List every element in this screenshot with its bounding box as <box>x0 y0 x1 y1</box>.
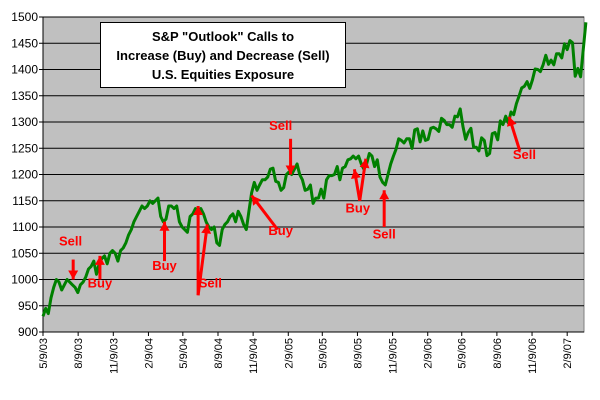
annotation-arrow-head <box>201 224 212 234</box>
x-tick-label: 11/9/06 <box>527 338 539 374</box>
x-tick-label: 5/9/06 <box>457 338 469 369</box>
annotation-label: Buy <box>268 223 293 238</box>
annotation-arrow-head <box>285 165 296 175</box>
chart-title-line-2: Increase (Buy) and Decrease (Sell) <box>116 48 330 63</box>
x-tick-label: 8/9/06 <box>492 338 504 369</box>
y-tick-label: 900 <box>18 325 38 339</box>
annotation-label: Sell <box>59 233 82 248</box>
x-tick-label: 2/9/04 <box>143 338 155 369</box>
y-tick-label: 1450 <box>11 36 38 50</box>
chart-title-box: S&P "Outlook" Calls to Increase (Buy) an… <box>100 22 346 88</box>
y-tick-label: 1300 <box>11 115 38 129</box>
annotation-label: Sell <box>513 147 536 162</box>
y-tick-label: 1000 <box>11 273 38 287</box>
x-tick-label: 5/9/05 <box>317 338 329 369</box>
y-tick-label: 1500 <box>11 10 38 24</box>
x-tick-label: 11/9/03 <box>108 338 120 374</box>
y-tick-label: 1150 <box>12 194 38 208</box>
annotation-arrow-head <box>94 255 105 265</box>
chart-title-line-1: S&P "Outlook" Calls to <box>151 29 295 44</box>
annotation-label: Sell <box>373 227 396 242</box>
annotation-arrow-shaft <box>196 224 209 296</box>
annotation-label: Buy <box>152 258 177 273</box>
annotation-label: Sell <box>269 118 292 133</box>
annotation-label: Sell <box>199 275 222 290</box>
y-tick-label: 1050 <box>11 246 38 260</box>
annotation-arrow-head <box>351 169 361 179</box>
annotation-arrow-head <box>251 195 261 206</box>
chart-title-line-3: U.S. Equities Exposure <box>151 67 295 82</box>
y-tick-label: 1350 <box>11 89 38 103</box>
x-tick-label: 2/9/06 <box>423 338 435 369</box>
annotation-arrow-head <box>379 190 390 200</box>
x-axis: 5/9/03 8/9/03 11/9/03 2/9/04 5/9/04 8/9/04 11/… <box>38 331 584 374</box>
y-tick-label: 1250 <box>11 141 38 155</box>
x-tick-label: 5/9/04 <box>178 338 190 369</box>
sp500-series-line <box>41 22 588 317</box>
annotation-arrow-head <box>507 116 517 127</box>
y-tick-label: 1100 <box>12 220 38 234</box>
annotation-label: Buy <box>346 200 371 215</box>
annotation-arrow-head <box>359 158 370 169</box>
y-axis: 900 950 1000 1050 1100 1150 1200 1250 1300 1350 14… <box>11 10 44 339</box>
y-tick-label: 1200 <box>11 168 38 182</box>
x-tick-label: 5/9/03 <box>38 338 50 369</box>
x-tick-label: 2/9/05 <box>283 338 295 369</box>
x-tick-label: 2/9/07 <box>562 338 574 369</box>
y-tick-label: 950 <box>18 299 38 313</box>
annotation-arrow-head <box>68 270 79 280</box>
x-tick-label: 8/9/05 <box>352 338 364 369</box>
x-tick-label: 11/9/05 <box>388 338 400 374</box>
x-tick-label: 8/9/03 <box>73 338 85 369</box>
y-tick-label: 1400 <box>11 63 38 77</box>
x-tick-label: 11/9/04 <box>248 338 260 374</box>
annotation-arrow-head <box>193 206 204 215</box>
annotation-arrow-head <box>159 221 170 231</box>
annotation-label: Buy <box>88 275 113 290</box>
x-tick-label: 8/9/04 <box>213 338 225 369</box>
